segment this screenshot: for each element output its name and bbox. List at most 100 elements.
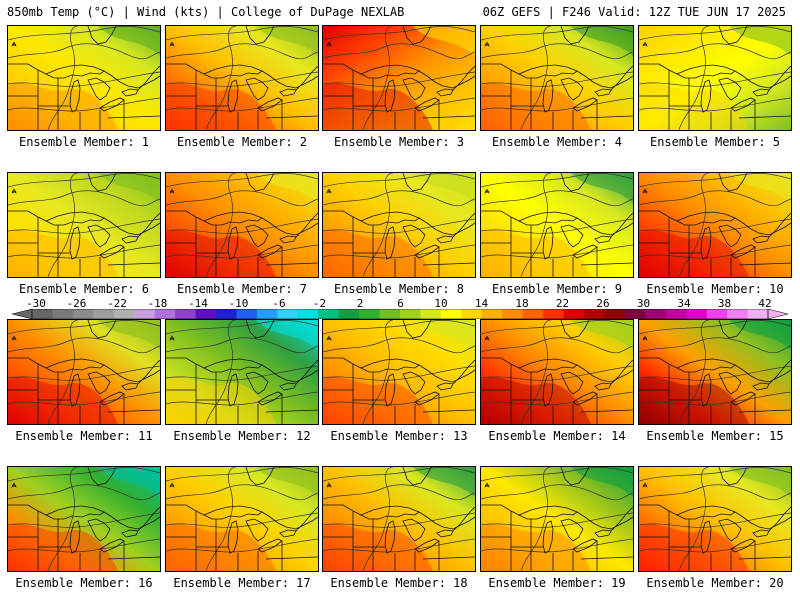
isotherm-contour [481, 484, 633, 501]
isotherm-contour [639, 71, 791, 87]
geographic-outline [481, 217, 633, 277]
warm-region [323, 83, 433, 130]
isotherm-contour [481, 467, 633, 482]
colorbar-tick-label: 6 [397, 297, 404, 310]
isotherm-contour [639, 320, 791, 335]
colorbar-tick-label: -10 [228, 297, 249, 310]
geographic-outline [402, 371, 426, 395]
colorbar-segment [216, 309, 237, 319]
isotherm-contour [323, 320, 475, 335]
colorbar-tick-label: 26 [596, 297, 610, 310]
colorbar-segment [522, 309, 544, 319]
isotherm-contour [323, 365, 475, 381]
cool-region [729, 173, 791, 203]
cool-region [98, 26, 160, 56]
isotherm-contour [639, 173, 791, 188]
geographic-outline [639, 63, 791, 89]
isotherm-contour [8, 467, 160, 482]
geographic-outline [676, 211, 736, 226]
temperature-map [639, 26, 791, 130]
geographic-outline [45, 211, 105, 226]
map-marker-icon [326, 41, 332, 47]
geographic-outline [360, 64, 420, 79]
geographic-outline [245, 224, 269, 248]
isotherm-contour [639, 365, 791, 381]
isotherm-contour [8, 190, 160, 207]
temperature-map [481, 26, 633, 130]
isotherm-contour [481, 244, 633, 259]
isotherm-contour [323, 391, 475, 406]
geographic-outline [768, 65, 791, 91]
ensemble-member-label: Ensemble Member: 14 [488, 429, 626, 443]
warm-region [8, 524, 118, 571]
geographic-outline [137, 212, 160, 238]
geographic-outline [481, 63, 633, 89]
geographic-outline [402, 26, 432, 45]
isotherm-contour [639, 26, 791, 41]
ensemble-member-label: Ensemble Member: 1 [18, 135, 150, 149]
colorbar-segment [440, 309, 462, 319]
geographic-outline [45, 358, 105, 373]
geographic-outline [639, 511, 791, 571]
geographic-outline [323, 63, 475, 89]
cool-region [571, 26, 633, 56]
geographic-outline [700, 373, 712, 407]
isotherm-contour [166, 244, 318, 259]
ensemble-member-map [165, 25, 319, 131]
geographic-outline [279, 88, 297, 97]
isotherm-contour [8, 538, 160, 553]
isotherm-contour [8, 391, 160, 406]
temperature-fill [639, 173, 791, 277]
geographic-outline [227, 226, 239, 260]
temperature-fill [639, 467, 791, 571]
map-marker-icon [11, 188, 17, 194]
cool-region [98, 320, 160, 350]
colorbar-segment [338, 309, 360, 319]
colorbar-segment [32, 309, 53, 319]
isotherm-contour [481, 43, 633, 60]
temperature-fill [481, 320, 633, 424]
geographic-outline [639, 357, 791, 383]
geographic-outline [245, 518, 269, 542]
colorbar-segment [113, 309, 135, 319]
geographic-outline [560, 77, 584, 101]
geographic-outline [166, 63, 318, 89]
geographic-outline [718, 320, 748, 339]
geographic-outline [752, 235, 770, 244]
colorbar-segment [93, 309, 115, 319]
geographic-outline [166, 511, 318, 571]
temperature-fill [166, 320, 318, 424]
ensemble-member-map [7, 466, 161, 572]
temperature-map [481, 467, 633, 571]
isotherm-contour [166, 173, 318, 188]
geographic-outline [166, 364, 318, 424]
isotherm-contour [166, 97, 318, 112]
isotherm-contour [481, 391, 633, 406]
warm-region [639, 524, 749, 571]
geographic-outline [752, 88, 770, 97]
geographic-outline [402, 518, 426, 542]
colorbar-segment [584, 309, 605, 319]
colorbar-segment [195, 309, 217, 319]
cool-region [413, 26, 475, 56]
geographic-outline [639, 70, 791, 130]
isotherm-contour [639, 97, 791, 112]
geographic-outline [560, 173, 590, 192]
warm-region [8, 83, 118, 130]
colorbar-min-arrow [12, 309, 33, 319]
ensemble-member-label: Ensemble Member: 19 [488, 576, 626, 590]
colorbar-segment [154, 309, 176, 319]
temperature-fill [8, 320, 160, 424]
geographic-outline [45, 505, 105, 520]
geographic-outline [481, 70, 633, 130]
geographic-outline [542, 520, 554, 554]
map-marker-icon [484, 188, 490, 194]
isotherm-contour [8, 26, 160, 41]
cool-region [98, 173, 160, 203]
temperature-map [639, 467, 791, 571]
temperature-fill [8, 26, 160, 130]
temperature-map [8, 320, 160, 424]
isotherm-contour [323, 190, 475, 207]
geographic-outline [121, 529, 139, 538]
temperature-map [166, 467, 318, 571]
